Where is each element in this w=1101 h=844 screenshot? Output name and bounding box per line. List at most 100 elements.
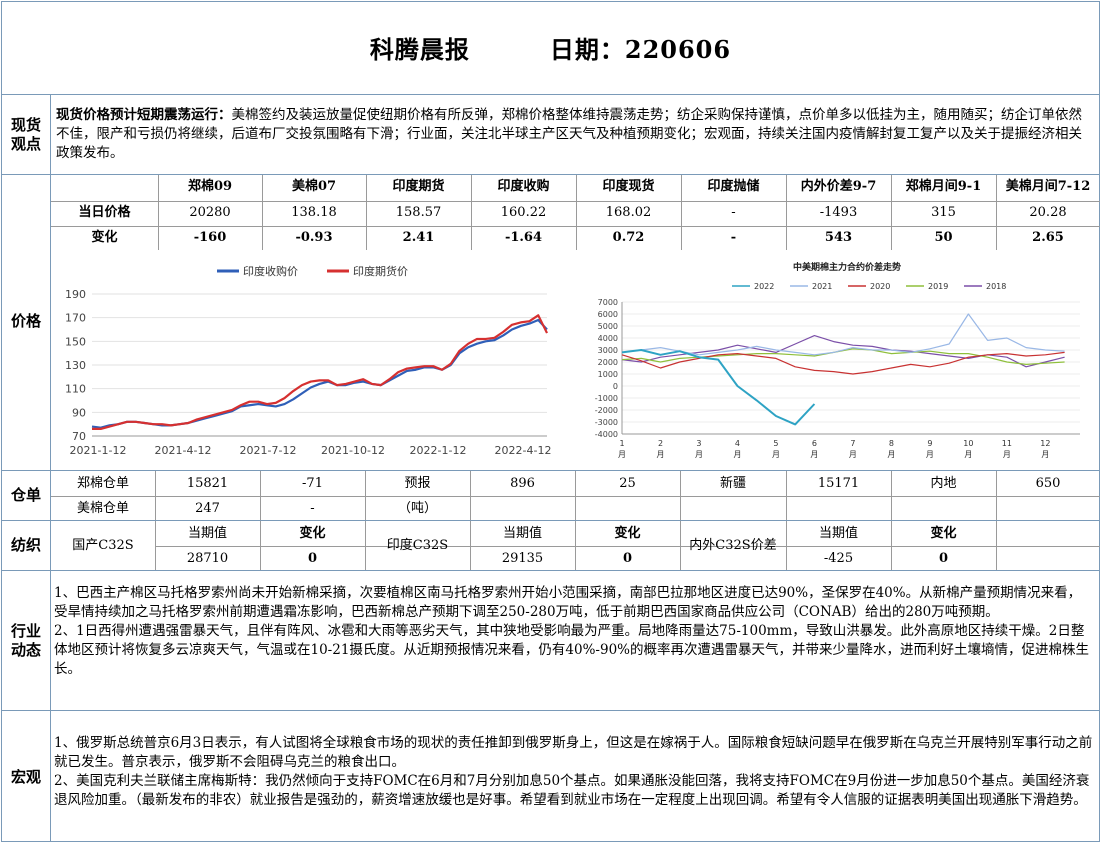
title-text: 科腾晨报 (369, 35, 470, 64)
y-tick-label: 1000 (598, 370, 618, 379)
table-rule (260, 471, 261, 520)
table-rule (680, 471, 681, 520)
y-tick-label: 3000 (598, 346, 618, 355)
divider (1, 174, 1100, 175)
table-rule (680, 521, 681, 570)
y-tick-label: 110 (65, 383, 86, 396)
price-value: 158.57 (395, 205, 442, 220)
price-header-5: 印度抛储 (707, 179, 760, 194)
spinning-value: 0 (307, 551, 318, 566)
spinning-value: 29135 (501, 551, 544, 566)
chart-title: 中美期棉主力合约价差走势 (793, 261, 901, 273)
price-header-2: 印度期货 (392, 179, 445, 194)
spot-view: 现货价格预计短期震荡运行：美棉签约及装运放量促使纽期价格有所反弹，郑棉价格整体维… (56, 106, 1092, 163)
warehouse-cell: 美棉仓单 (76, 501, 129, 516)
x-tick-label: 月 (887, 450, 895, 459)
spinning-header: 变化 (930, 526, 957, 541)
x-tick-label: 月 (926, 450, 934, 459)
warehouse-cell: （吨） (397, 501, 437, 516)
divider (1, 94, 1100, 95)
price-value: 20280 (189, 205, 231, 220)
y-tick-label: 7000 (598, 298, 618, 307)
x-tick-label: 月 (695, 450, 703, 459)
spinning-header: 当期值 (502, 526, 542, 541)
table-rule (470, 471, 471, 520)
x-tick-label: 2021-1-12 (70, 444, 127, 457)
price-row-label: 变化 (91, 230, 118, 245)
price-value: -1.64 (504, 230, 543, 245)
x-tick-label: 5 (773, 439, 778, 448)
warehouse-cell: - (310, 501, 315, 516)
price-value: 315 (931, 205, 956, 220)
x-tick-label: 月 (772, 450, 780, 459)
table-rule (575, 521, 576, 570)
price-value: 0.72 (612, 230, 645, 245)
x-tick-label: 7 (850, 439, 855, 448)
section-label-warehouse: 仓单 (10, 486, 41, 504)
y-tick-label: 90 (72, 406, 86, 419)
spinning-header: 当期值 (818, 526, 858, 541)
y-tick-label: 130 (65, 359, 86, 372)
divider (1, 470, 1100, 471)
table-rule (996, 175, 997, 250)
legend-label: 2018 (986, 282, 1006, 291)
industry-item-2: 2、1日西得州遭遇强雷暴天气，且伴有阵风、冰雹和大雨等恶劣天气，其中狭地受影响最… (54, 623, 1089, 677)
price-value: 20.28 (1029, 205, 1067, 220)
price-value: 168.02 (605, 205, 652, 220)
legend-label: 2019 (928, 282, 948, 291)
y-tick-label: -2000 (595, 406, 618, 415)
india-price-chart: 70 90 110 130 150 170 190 2021-1-12 2021-4-12 202… (52, 252, 562, 468)
x-tick-label: 12 (1040, 439, 1050, 448)
spread-chart: 中美期棉主力合约价差走势 2022 2021 2020 2019 2018 -4000 -30… (582, 256, 1092, 466)
y-tick-label: 0 (613, 382, 618, 391)
y-tick-label: -3000 (595, 418, 618, 427)
price-value: -1493 (819, 205, 858, 220)
y-tick-label: 2000 (598, 358, 618, 367)
x-tick-label: 1 (619, 439, 624, 448)
x-tick-label: 10 (963, 439, 973, 448)
x-tick-label: 月 (849, 450, 857, 459)
spinning-label: 国产C32S (72, 538, 134, 553)
price-header-6: 内外价差9-7 (800, 179, 877, 194)
price-header-8: 美棉月间7-12 (1005, 179, 1091, 194)
table-rule (996, 521, 997, 570)
x-tick-label: 月 (1003, 450, 1011, 459)
spinning-value: 0 (622, 551, 633, 566)
warehouse-cell: 247 (195, 501, 220, 516)
spinning-value: 0 (938, 551, 949, 566)
macro-news: 1、俄罗斯总统普京6月3日表示，有人试图将全球粮食市场的现状的责任推卸到俄罗斯身… (54, 734, 1094, 810)
table-rule (891, 175, 892, 250)
price-value: 160.22 (500, 205, 547, 220)
price-header-4: 印度现货 (602, 179, 655, 194)
section-label-spot: 现货 观点 (10, 116, 41, 153)
y-tick-label: 150 (65, 335, 86, 348)
macro-item-2: 2、美国克利夫兰联储主席梅斯特：我仍然倾向于支持FOMC在6月和7月分别加息50… (54, 773, 1090, 808)
x-tick-label: 月 (733, 450, 741, 459)
warehouse-cell: 650 (1035, 476, 1061, 491)
divider (1, 710, 1100, 711)
warehouse-cell: 15171 (817, 476, 860, 491)
y-tick-label: 190 (65, 288, 86, 301)
warehouse-cell: 内地 (930, 476, 957, 491)
spinning-label: 内外C32S价差 (689, 538, 777, 553)
x-tick-label: 11 (1002, 439, 1012, 448)
series-line-2022 (621, 349, 816, 426)
divider (1, 520, 1100, 521)
spinning-value: -425 (823, 551, 854, 566)
price-value: 2.41 (402, 230, 435, 245)
spinning-label: 印度C32S (386, 538, 449, 553)
table-rule (891, 471, 892, 520)
legend-label: 2022 (754, 282, 774, 291)
macro-item-1: 1、俄罗斯总统普京6月3日表示，有人试图将全球粮食市场的现状的责任推卸到俄罗斯身… (54, 735, 1093, 770)
y-tick-label: 70 (72, 430, 86, 443)
price-row-label: 当日价格 (78, 205, 131, 220)
warehouse-cell: 新疆 (719, 476, 746, 491)
table-rule (576, 175, 577, 250)
warehouse-cell: -71 (302, 476, 323, 491)
section-label-industry: 行业 动态 (10, 622, 41, 659)
chart-background (52, 252, 562, 468)
x-tick-label: 2021-4-12 (155, 444, 212, 457)
price-value: - (731, 205, 736, 220)
